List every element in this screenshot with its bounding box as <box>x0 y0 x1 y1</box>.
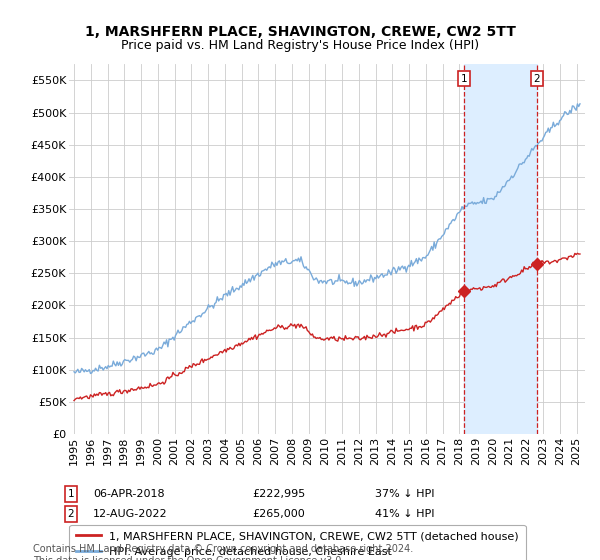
Text: 1, MARSHFERN PLACE, SHAVINGTON, CREWE, CW2 5TT: 1, MARSHFERN PLACE, SHAVINGTON, CREWE, C… <box>85 25 515 39</box>
Legend: 1, MARSHFERN PLACE, SHAVINGTON, CREWE, CW2 5TT (detached house), HPI: Average pr: 1, MARSHFERN PLACE, SHAVINGTON, CREWE, C… <box>70 525 526 560</box>
Text: 06-APR-2018: 06-APR-2018 <box>93 489 164 499</box>
Text: 1: 1 <box>461 73 467 83</box>
Text: 1: 1 <box>67 489 74 499</box>
Text: 2: 2 <box>533 73 540 83</box>
Bar <box>464 64 537 434</box>
Text: 2: 2 <box>67 509 74 519</box>
Text: Price paid vs. HM Land Registry's House Price Index (HPI): Price paid vs. HM Land Registry's House … <box>121 39 479 52</box>
Text: 41% ↓ HPI: 41% ↓ HPI <box>375 509 434 519</box>
Text: 37% ↓ HPI: 37% ↓ HPI <box>375 489 434 499</box>
Text: £222,995: £222,995 <box>252 489 305 499</box>
Text: Contains HM Land Registry data © Crown copyright and database right 2024.
This d: Contains HM Land Registry data © Crown c… <box>33 544 413 560</box>
Text: 12-AUG-2022: 12-AUG-2022 <box>93 509 167 519</box>
Text: £265,000: £265,000 <box>252 509 305 519</box>
